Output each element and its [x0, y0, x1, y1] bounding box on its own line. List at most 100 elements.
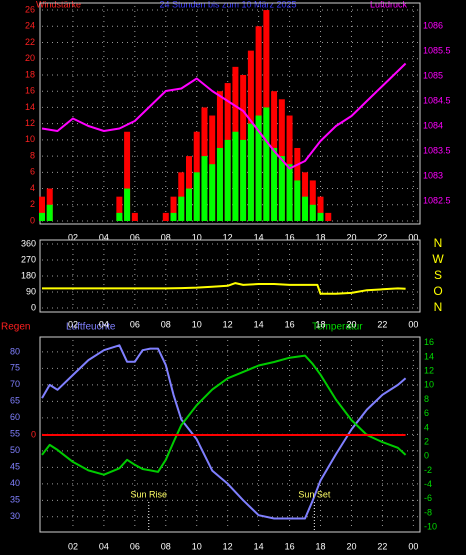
y-tick-label: 24: [25, 21, 35, 31]
wind-bar: [263, 107, 270, 221]
wind-bar: [39, 212, 45, 221]
x-tick-label: 14: [254, 232, 264, 242]
y2-tick-label: N: [434, 236, 443, 250]
wind-bar: [271, 147, 278, 221]
wind-bar: [302, 196, 309, 221]
wind-bar: [209, 164, 216, 221]
x-tick-label: 00: [408, 319, 418, 329]
wind-bar: [317, 212, 324, 221]
y2-tick-label: 2: [424, 436, 429, 446]
y-tick-label: 270: [21, 254, 36, 264]
y2-tick-label: W: [432, 252, 444, 266]
wind-bar: [309, 180, 316, 221]
y-tick-label: 18: [25, 69, 35, 79]
y2-tick-label: -6: [424, 493, 432, 503]
wind-bar: [170, 196, 177, 221]
x-tick-label: 12: [223, 319, 233, 329]
y-tick-label: 4: [30, 183, 35, 193]
y-tick-label: 0: [30, 215, 35, 225]
y2-tick-label: 8: [424, 394, 429, 404]
x-tick-label: 10: [192, 541, 202, 551]
x-tick-label: 22: [377, 232, 387, 242]
y2-tick-label: 10: [424, 380, 434, 390]
x-tick-label: 14: [254, 319, 264, 329]
y2-tick-label: 1084.5: [423, 95, 451, 105]
wind-bar: [224, 139, 231, 221]
x-tick-label: 06: [130, 232, 140, 242]
x-tick-label: 22: [377, 319, 387, 329]
x-tick-label: 16: [285, 232, 295, 242]
x-tick-label: 18: [316, 232, 326, 242]
y2-tick-label: 1082.5: [423, 195, 451, 205]
wind-bar: [325, 212, 332, 221]
y2-tick-label: -4: [424, 479, 432, 489]
y-tick-label: 30: [10, 511, 20, 521]
y3-axis-label: Regen: [1, 322, 30, 333]
wind-bar: [185, 188, 192, 221]
y-tick-label: 2: [30, 199, 35, 209]
wind-bar: [286, 164, 293, 221]
y-tick-label: 360: [21, 238, 36, 248]
x-tick-label: 18: [316, 319, 326, 329]
wind-bar: [240, 139, 247, 221]
x-tick-label: 14: [254, 541, 264, 551]
wind-bar: [116, 212, 123, 221]
y2-tick-label: -8: [424, 507, 432, 517]
series-line: [41, 62, 407, 170]
plot-frame: [39, 2, 421, 225]
x-tick-label: 08: [161, 319, 171, 329]
wind-bar: [46, 204, 53, 221]
x-tick-label: 12: [223, 232, 233, 242]
y-tick-label: 180: [21, 270, 36, 280]
wind-bar: [193, 172, 200, 221]
y2-tick-label: 1084: [423, 120, 443, 130]
wind-bar: [216, 147, 223, 221]
x-tick-label: 06: [130, 319, 140, 329]
y2-tick-label: 16: [424, 337, 434, 347]
x-tick-label: 18: [316, 541, 326, 551]
wind-bar: [309, 204, 316, 221]
annotation-label: Sun Rise: [130, 489, 167, 499]
y2-tick-label: 6: [424, 408, 429, 418]
wind-bar: [124, 188, 131, 221]
wind-bar: [178, 196, 185, 221]
y-tick-label: 45: [10, 462, 20, 472]
y-tick-label: 14: [25, 102, 35, 112]
x-tick-label: 20: [346, 541, 356, 551]
y-tick-label: 10: [25, 134, 35, 144]
x-tick-label: 12: [223, 541, 233, 551]
plot-frame: [39, 336, 421, 533]
x-tick-label: 06: [130, 541, 140, 551]
y2-tick-label: -2: [424, 465, 432, 475]
y2-tick-label: 14: [424, 351, 434, 361]
wind-bar: [201, 156, 208, 221]
y2-tick-label: 1083: [423, 170, 443, 180]
wind-bar: [317, 196, 324, 221]
y2-tick-label: 1086: [423, 20, 443, 30]
x-tick-label: 02: [68, 541, 78, 551]
y-tick-label: 80: [10, 346, 20, 356]
x-tick-label: 22: [377, 541, 387, 551]
x-tick-label: 20: [346, 319, 356, 329]
y-tick-label: 0: [31, 302, 36, 312]
y3-tick-label: 0: [31, 429, 36, 439]
chart-title: 24 Stunden bis zum 10 März 2025: [159, 0, 296, 9]
plot-frame: [39, 239, 421, 313]
wind-bar: [255, 115, 262, 221]
y2-tick-label: -10: [424, 522, 437, 532]
y2-tick-label: S: [434, 268, 442, 282]
wind-bar: [39, 196, 45, 221]
wind-bar: [124, 131, 131, 221]
x-tick-label: 16: [285, 319, 295, 329]
x-tick-label: 04: [99, 541, 109, 551]
y2-tick-label: O: [433, 284, 442, 298]
y-tick-label: 90: [26, 286, 36, 296]
y2-tick-label: 1083.5: [423, 145, 451, 155]
x-tick-label: 02: [68, 319, 78, 329]
series-line: [42, 282, 406, 295]
x-tick-label: 16: [285, 541, 295, 551]
y-tick-label: 40: [10, 478, 20, 488]
y2-tick-label: 1085: [423, 70, 443, 80]
x-tick-label: 08: [161, 232, 171, 242]
